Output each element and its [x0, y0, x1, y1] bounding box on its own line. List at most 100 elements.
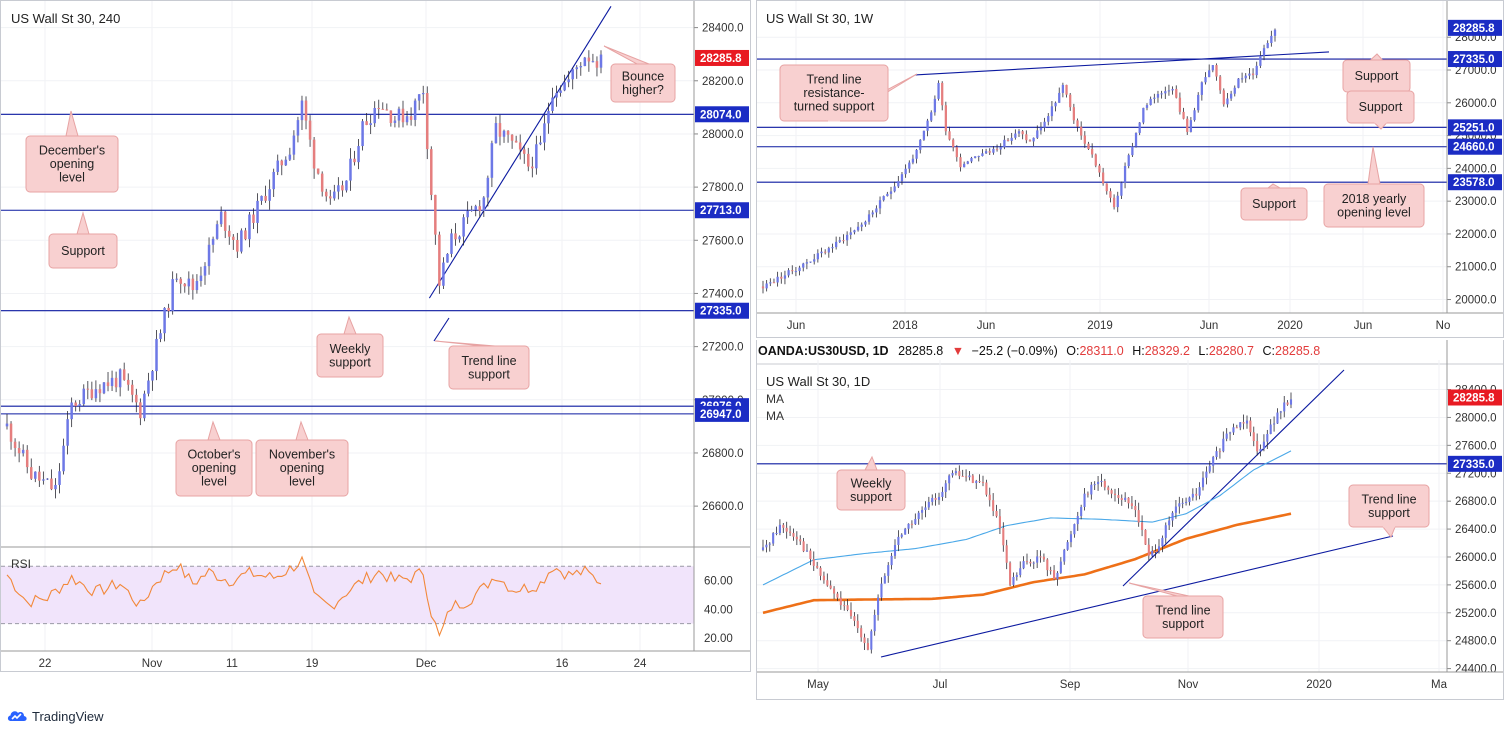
w1-ytick-label: 21000.0	[1455, 262, 1497, 274]
h4-candle	[135, 394, 138, 403]
h4-candle	[272, 171, 275, 190]
d1-candle	[1269, 424, 1272, 435]
d1-candle	[1046, 559, 1049, 571]
d1-candle	[1205, 471, 1208, 478]
w1-candle	[1120, 182, 1123, 196]
ma-legend-1: MA	[766, 392, 784, 406]
w1-candle	[813, 259, 816, 262]
h4-chart[interactable]: RSI 60.00 40.00 20.00 28400.0 28200.0 28000.0…	[1, 0, 750, 671]
tradingview-footer[interactable]: TradingView	[6, 708, 104, 724]
h4-price-badge-label: 28074.0	[700, 109, 742, 121]
d1-ytick-label: 24400.0	[1455, 664, 1497, 676]
w1-xtick-label: Jun	[977, 320, 996, 332]
w1-callout-label: 2018 yearly opening level	[1337, 192, 1411, 220]
w1-candle	[1014, 133, 1017, 138]
h4-chart-panel[interactable]: RSI 60.00 40.00 20.00 28400.0 28200.0 28000.0…	[0, 0, 751, 672]
d1-candle	[937, 496, 941, 500]
w1-callout-label: Support	[1359, 100, 1403, 114]
h4-candle	[159, 333, 162, 339]
d1-candle	[1289, 399, 1293, 405]
w1-callout-pointer	[1266, 183, 1282, 189]
h4-callout: October's opening level	[175, 420, 253, 497]
w1-candle	[1080, 126, 1083, 136]
w1-candle	[1006, 139, 1010, 141]
w1-candle	[1094, 154, 1097, 166]
d1-candle	[1144, 529, 1147, 545]
w1-chart-panel[interactable]: 28000.0 27000.0 26000.0 25000.0 24000.0 23000…	[756, 0, 1504, 338]
d1-chart-panel[interactable]: OANDA:US30USD, 1D 28285.8 ▼ −25.2 (−0.09…	[756, 340, 1504, 700]
h4-candle	[579, 66, 583, 68]
h4-callout-pointer	[434, 340, 496, 347]
h4-candle	[227, 230, 231, 237]
w1-candle	[838, 240, 841, 242]
h4-candle	[333, 191, 336, 199]
d1-candle	[1245, 420, 1249, 424]
w1-callout-box	[1323, 183, 1425, 228]
d1-candle	[1063, 549, 1066, 562]
w1-candle	[849, 232, 852, 235]
w1-chart[interactable]: 28000.027000.026000.025000.024000.023000…	[757, 1, 1503, 337]
w1-candle	[944, 105, 947, 132]
h4-candle	[543, 123, 546, 143]
w1-candle	[805, 262, 809, 264]
w1-candle	[900, 174, 904, 182]
h4-candle	[539, 142, 542, 145]
h4-candle	[211, 238, 215, 245]
h4-candle	[248, 214, 251, 240]
d1-candle	[863, 637, 866, 644]
h4-candle	[434, 194, 437, 235]
h4-candle	[74, 402, 77, 407]
h4-candle	[381, 108, 385, 110]
h4-candle	[377, 108, 381, 110]
w1-candle	[831, 247, 834, 249]
h4-callout-box	[48, 233, 118, 269]
h4-callout-joint	[344, 334, 356, 337]
h4-callout-pointer	[295, 420, 309, 441]
w1-candle	[1131, 146, 1134, 156]
d1-callout-pointer	[1381, 526, 1396, 538]
d1-xtick-label: 2020	[1306, 679, 1332, 691]
h4-candle	[122, 369, 126, 380]
h4-candle	[466, 210, 469, 218]
w1-candle	[922, 130, 926, 140]
h4-ytick-label: 26600.0	[702, 501, 744, 513]
w1-callout: Trend line resistance-turned support	[779, 64, 918, 122]
d1-candle	[883, 575, 886, 584]
d1-candle	[1286, 402, 1289, 405]
h4-callout-box	[448, 345, 530, 390]
h4-candle	[66, 419, 69, 446]
w1-price-badge-label: 25251.0	[1453, 122, 1495, 134]
d1-candle	[961, 475, 964, 477]
h4-candle	[13, 441, 17, 449]
h4-candle	[341, 185, 344, 191]
w1-price-badge-label: 23578.0	[1453, 177, 1495, 189]
d1-candle	[1022, 561, 1025, 569]
h4-candle	[199, 275, 203, 282]
d1-candle	[1191, 493, 1194, 498]
d1-xtick-label: Sep	[1060, 679, 1080, 691]
d1-candle	[1208, 465, 1211, 472]
w1-candle	[904, 168, 907, 175]
w1-xtick-label: Jun	[1354, 320, 1373, 332]
h4-candle	[82, 388, 86, 405]
d1-candle	[1090, 484, 1093, 495]
h4-candle	[139, 402, 142, 419]
h4-ytick-label: 27200.0	[702, 342, 744, 354]
d1-candle	[846, 605, 849, 610]
d1-candle	[1009, 562, 1012, 585]
h4-candle	[397, 108, 401, 121]
d1-candle	[1049, 570, 1052, 572]
w1-price-badge-label: 27335.0	[1453, 54, 1495, 66]
w1-candle	[999, 147, 1002, 150]
h4-candle	[361, 121, 364, 147]
h4-callout-joint	[483, 346, 495, 349]
w1-ytick-label: 24000.0	[1455, 163, 1497, 175]
h4-candle	[126, 379, 130, 385]
d1-candle	[792, 533, 795, 537]
d1-candle	[1124, 497, 1127, 501]
w1-candle	[981, 153, 984, 157]
w1-candle	[1149, 98, 1152, 106]
d1-chart[interactable]: OANDA:US30USD, 1D 28285.8 ▼ −25.2 (−0.09…	[757, 340, 1503, 698]
d1-candle	[819, 567, 822, 576]
h4-candle	[62, 445, 65, 472]
